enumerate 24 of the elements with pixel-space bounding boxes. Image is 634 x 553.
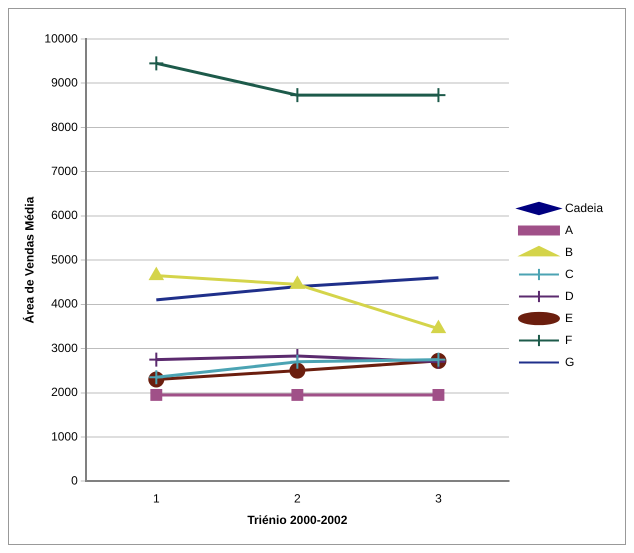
y-tick-label: 7000 bbox=[51, 164, 78, 178]
y-tick-label: 8000 bbox=[51, 120, 78, 134]
y-tick-label: 2000 bbox=[51, 385, 78, 400]
y-tick-label: 9000 bbox=[51, 76, 78, 90]
legend-label: E bbox=[564, 310, 573, 325]
y-tick-label: 4000 bbox=[51, 296, 78, 311]
legend-label: B bbox=[564, 244, 573, 259]
x-tick-label: 1 bbox=[152, 492, 160, 506]
x-tick-label: 3 bbox=[435, 492, 442, 506]
y-tick-label: 5000 bbox=[51, 252, 78, 266]
y-tick-label: 1000 bbox=[51, 429, 78, 444]
y-tick-label: 3000 bbox=[51, 340, 78, 355]
legend-label: D bbox=[564, 288, 574, 303]
y-tick-label: 0 bbox=[71, 474, 78, 488]
y-tick-label: 6000 bbox=[51, 208, 78, 222]
y-axis-title: Área de Vendas Média bbox=[22, 196, 37, 324]
legend-label: F bbox=[564, 332, 572, 347]
x-tick-label: 2 bbox=[294, 492, 302, 506]
y-tick-label: 10000 bbox=[44, 31, 78, 46]
x-axis-title: Triénio 2000-2002 bbox=[247, 513, 348, 528]
legend-label: G bbox=[564, 354, 574, 369]
legend-label: A bbox=[564, 222, 573, 237]
legend-label: Cadeia bbox=[564, 200, 604, 215]
legend-label: C bbox=[564, 266, 574, 281]
